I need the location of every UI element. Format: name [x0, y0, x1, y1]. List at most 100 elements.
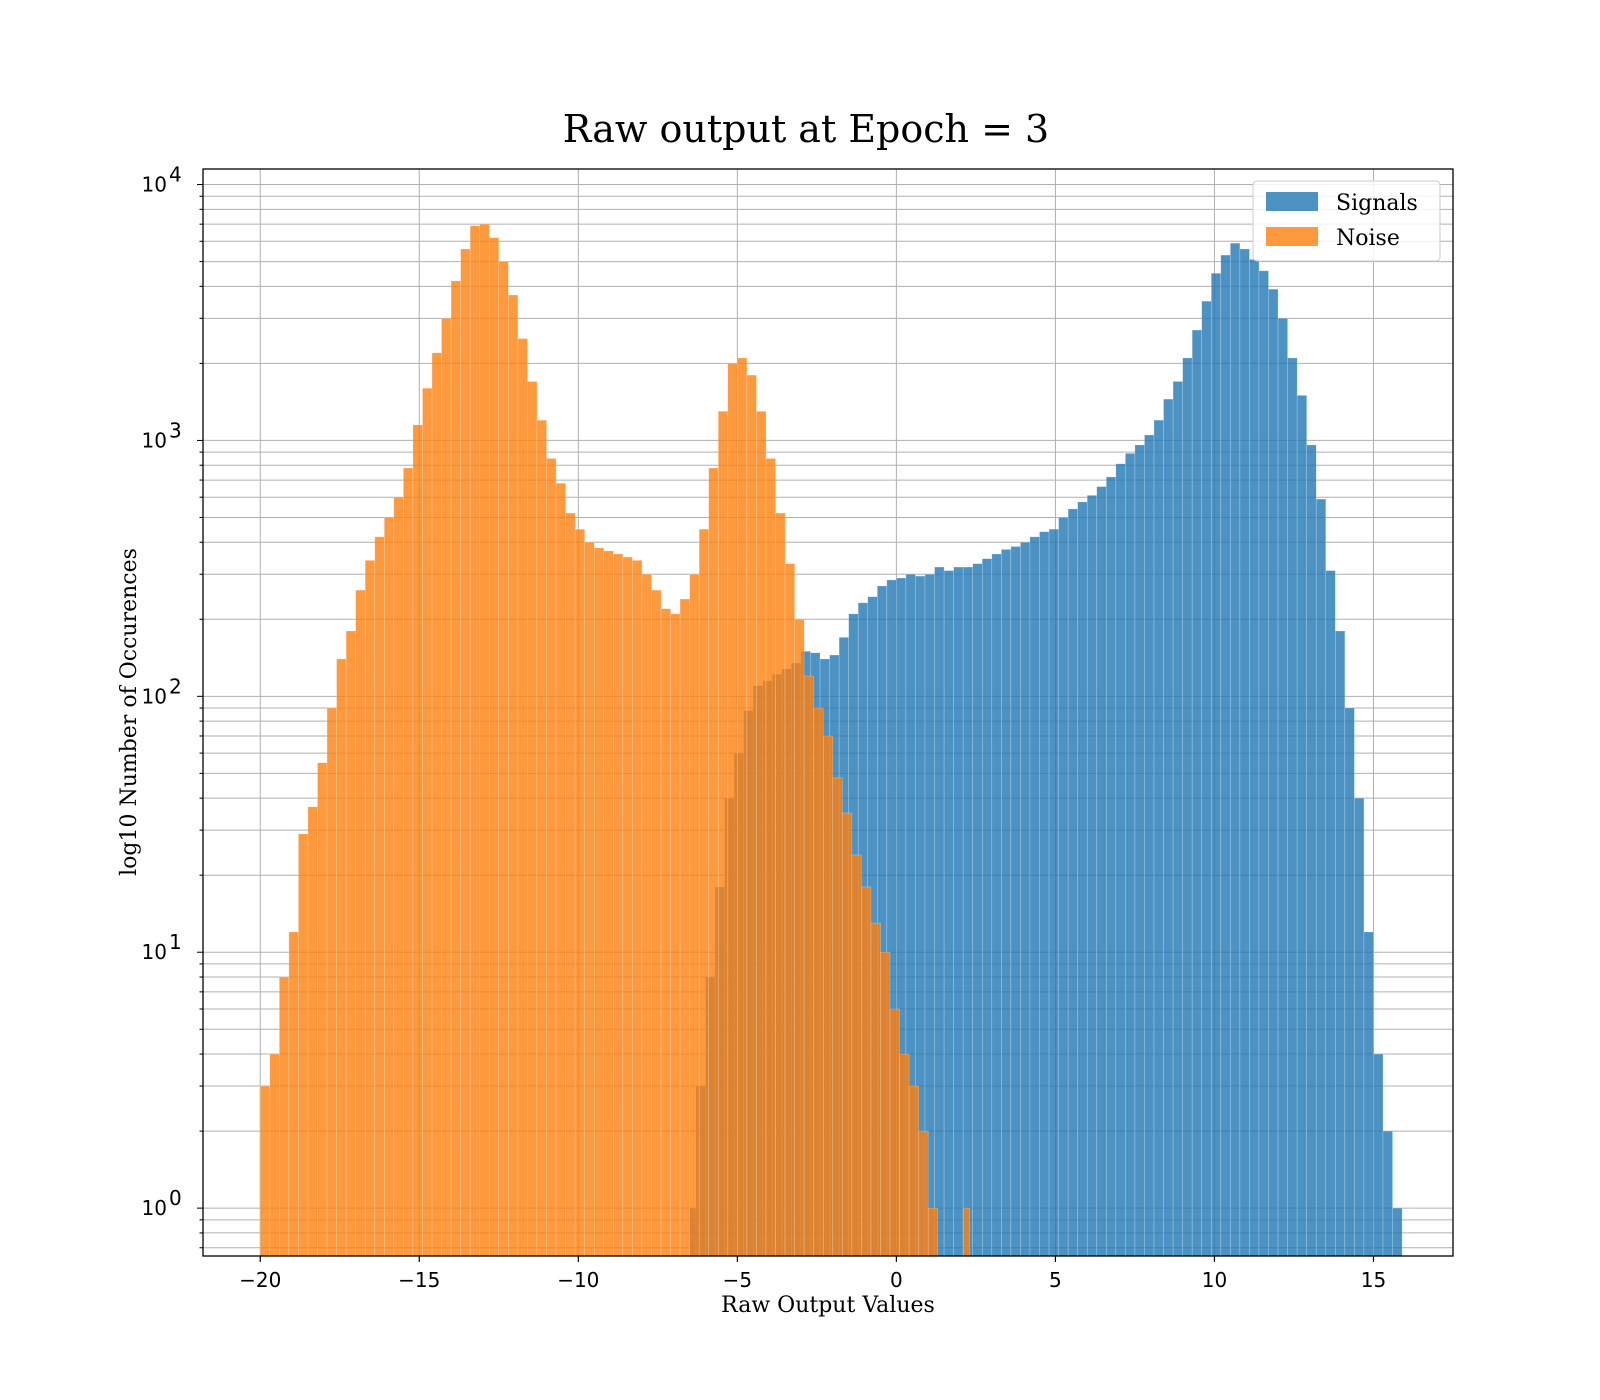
signals-bar — [1191, 329, 1203, 1257]
noise-bar — [574, 528, 585, 1257]
noise-bar — [737, 357, 748, 1257]
signals-bar — [1029, 536, 1040, 1257]
noise-bar — [698, 528, 710, 1257]
noise-bar — [584, 541, 595, 1257]
noise-bar — [918, 1130, 929, 1257]
noise-bar — [822, 735, 834, 1257]
noise-bar — [784, 563, 795, 1257]
noise-bar — [727, 363, 738, 1257]
signals-bar — [943, 570, 954, 1257]
noise-bar — [393, 496, 404, 1257]
signals-bar — [1210, 272, 1222, 1257]
noise-bar — [708, 467, 719, 1257]
signals-bar — [1344, 707, 1355, 1257]
noise-bar — [651, 589, 662, 1257]
noise-bar — [861, 886, 872, 1257]
noise-bar — [660, 608, 671, 1257]
noise-bar — [851, 854, 862, 1257]
noise-bar — [422, 387, 433, 1257]
noise-bar — [508, 294, 519, 1257]
noise-bar — [641, 573, 652, 1257]
signals-bar — [981, 558, 993, 1257]
signals-bar — [953, 566, 964, 1257]
noise-bar — [813, 707, 824, 1257]
signals-bar — [1201, 300, 1212, 1257]
plot-frame — [202, 168, 1454, 1257]
signals-bar — [1354, 797, 1365, 1257]
signals-bar — [1134, 444, 1145, 1257]
x-axis-ticks: −20 −15 −10 −5 0 5 10 15 — [239, 1256, 1386, 1292]
signals-bar — [1058, 517, 1069, 1257]
y-tick-label: 10 — [142, 940, 167, 964]
x-tick-label: 15 — [1361, 1268, 1386, 1292]
signals-bar — [1172, 381, 1183, 1257]
x-tick-label: 10 — [1202, 1268, 1227, 1292]
signals-bar — [1182, 357, 1193, 1257]
y-tick-label: 10 — [142, 1196, 167, 1220]
legend-label-noise: Noise — [1336, 226, 1400, 251]
noise-bar — [317, 762, 328, 1257]
legend: Signals Noise — [1252, 180, 1441, 262]
y-tick-label: 10 — [142, 173, 167, 197]
noise-bar — [756, 410, 767, 1257]
noise-bar — [803, 675, 814, 1257]
noise-bar — [622, 556, 633, 1257]
signals-bar — [1010, 546, 1021, 1257]
noise-bar — [632, 560, 643, 1257]
noise-bar — [794, 618, 805, 1257]
signals-bar — [1001, 549, 1012, 1257]
y-axis-label: log10 Number of Occurences — [117, 548, 142, 876]
signals-bar — [1268, 288, 1279, 1257]
signals-bar — [1325, 570, 1336, 1257]
signals-bar — [1315, 498, 1327, 1257]
signals-bar — [1296, 395, 1307, 1257]
noise-bar — [765, 458, 776, 1257]
y-tick-exponent: 4 — [169, 163, 182, 187]
noise-bar — [746, 374, 757, 1257]
noise-bar — [555, 482, 566, 1257]
noise-bar — [962, 1207, 970, 1257]
noise-bar — [870, 922, 881, 1257]
noise-bar — [498, 261, 509, 1257]
noise-bar — [269, 1053, 280, 1257]
noise-bar — [307, 806, 318, 1257]
noise-bar — [355, 589, 366, 1257]
signals-bar — [1144, 434, 1155, 1257]
signals-bar — [972, 563, 983, 1257]
signals-bar — [1086, 495, 1098, 1257]
signals-bar — [1335, 630, 1346, 1257]
noise-bar — [546, 458, 557, 1257]
noise-bar — [593, 547, 605, 1257]
noise-bar — [412, 424, 423, 1257]
noise-bar — [259, 1085, 271, 1257]
signals-bar — [1287, 357, 1298, 1257]
x-tick-label: 0 — [890, 1268, 903, 1292]
signals-bar — [1249, 259, 1260, 1257]
y-tick-exponent: 1 — [169, 930, 182, 954]
signals-bar — [1077, 501, 1088, 1257]
noise-bar — [775, 512, 786, 1257]
noise-bar — [441, 318, 452, 1257]
noise-bar — [689, 573, 700, 1257]
y-tick-exponent: 2 — [169, 674, 182, 698]
signals-bar — [1039, 531, 1050, 1257]
signals-bar — [1392, 1207, 1403, 1257]
noise-bar — [345, 630, 356, 1257]
noise-bar — [908, 1085, 919, 1257]
signals-bar — [991, 553, 1002, 1257]
signals-bar — [1382, 1130, 1393, 1257]
x-tick-label: −10 — [557, 1268, 599, 1292]
y-tick-label: 10 — [142, 684, 167, 708]
signals-bar — [1306, 444, 1317, 1257]
signals-bar — [1125, 453, 1136, 1257]
legend-swatch-signals — [1266, 192, 1318, 211]
x-tick-label: −5 — [723, 1268, 752, 1292]
signals-bar — [1239, 248, 1250, 1257]
noise-bar — [927, 1207, 939, 1257]
x-tick-label: −15 — [398, 1268, 440, 1292]
histogram-bars — [259, 223, 1403, 1257]
noise-bar — [279, 976, 290, 1257]
noise-bar — [842, 812, 853, 1257]
signals-bar — [1153, 419, 1164, 1257]
